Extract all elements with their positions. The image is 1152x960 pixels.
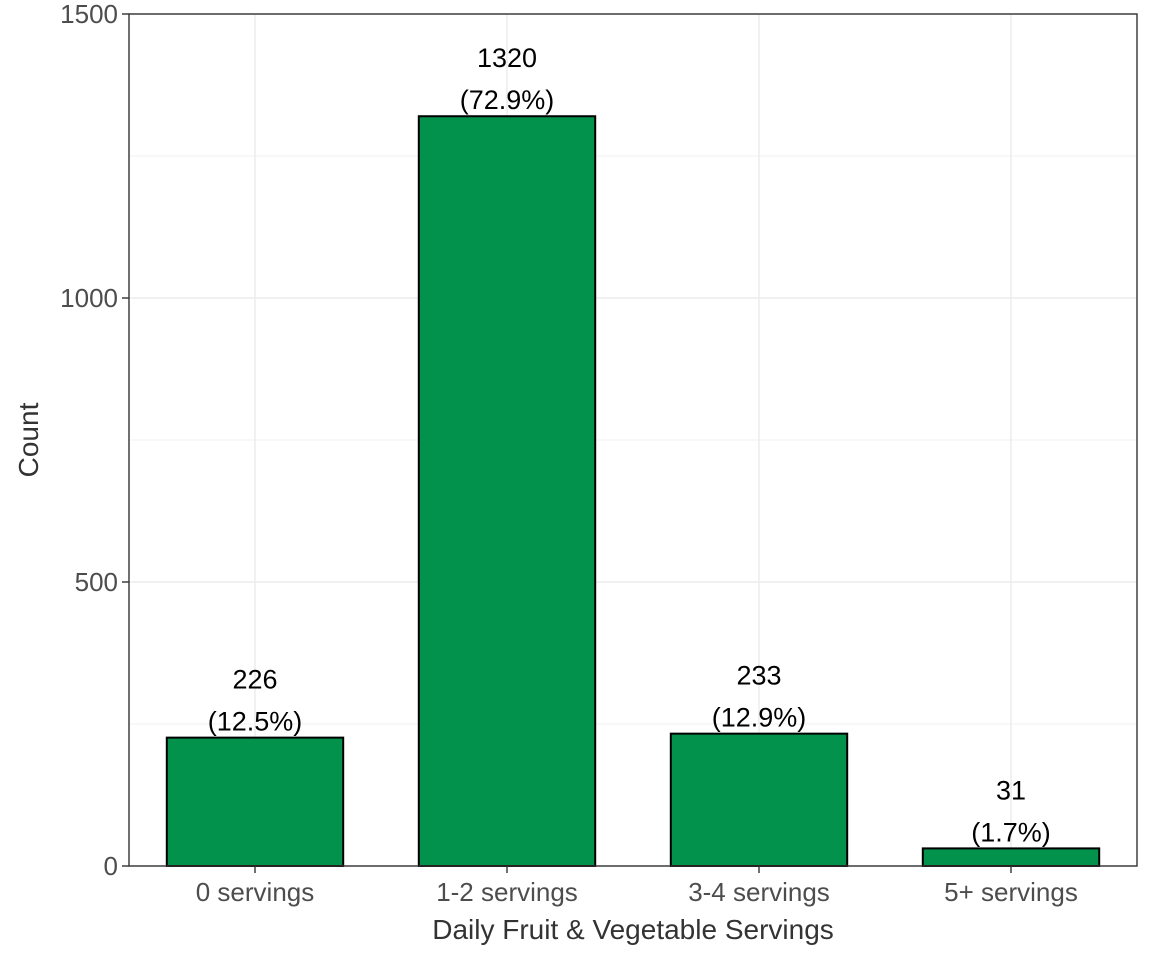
x-tick-label: 5+ servings [944,877,1078,907]
bar [417,115,597,868]
data-label-count: 226 [232,665,277,695]
x-tick-label: 0 servings [196,877,315,907]
y-tick-label: 500 [75,567,118,597]
bar [669,732,849,867]
y-axis-title: Count [13,402,44,477]
plot-panel-border [128,13,1138,867]
y-tick-label: 1500 [60,0,118,29]
x-tick-label: 3-4 servings [688,877,830,907]
data-label-percent: (1.7%) [971,817,1051,847]
x-tick-label: 1-2 servings [436,877,578,907]
data-label-percent: (12.9%) [712,703,807,733]
x-axis-title: Daily Fruit & Vegetable Servings [432,914,834,945]
bars [165,115,1101,868]
bar [165,736,345,868]
data-label-percent: (72.9%) [460,85,555,115]
data-labels: 226 (12.5%) 1320 (72.9%) 233 (12.9%) 31 (1.7%) [208,43,1051,847]
y-axis: 0 500 1000 1500 [60,0,129,881]
data-label-count: 1320 [477,43,537,73]
y-tick-label: 1000 [60,283,118,313]
data-label-count: 233 [736,661,781,691]
data-label-percent: (12.5%) [208,707,303,737]
y-tick-label: 0 [104,851,118,881]
data-label-count: 31 [996,775,1026,805]
bar [921,847,1101,868]
x-axis: 0 servings 1-2 servings 3-4 servings 5+ ser… [196,866,1078,907]
